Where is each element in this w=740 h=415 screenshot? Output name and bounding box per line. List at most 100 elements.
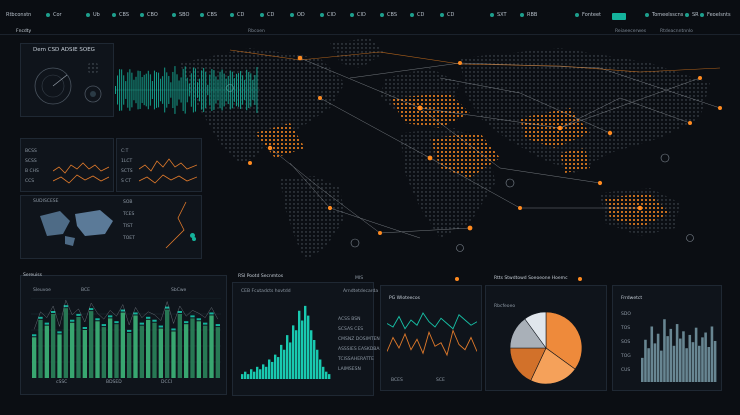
top-nav-item[interactable]: Ub	[86, 12, 100, 18]
top-nav-item[interactable]: SXT	[490, 12, 507, 18]
waveform-bar	[153, 70, 155, 110]
row-label: ASSSIES EASKDBAIN	[338, 347, 385, 352]
waveform-bar	[248, 72, 250, 108]
top-nav-item[interactable]: CBS	[112, 12, 129, 18]
row-label: TCISSAHERATTE	[338, 357, 374, 362]
row-label: S CT	[121, 179, 132, 184]
bar	[685, 348, 688, 382]
top-nav-item[interactable]: CBS	[380, 12, 397, 18]
top-nav-item[interactable]: Cor	[46, 12, 62, 18]
top-nav-item[interactable]: CD	[410, 12, 424, 18]
top-nav-item[interactable]: CD	[440, 12, 454, 18]
waveform-bar	[115, 86, 116, 94]
waveform-bar	[254, 75, 256, 105]
bar	[177, 314, 182, 378]
panel2-histogram	[241, 305, 331, 379]
top-nav-item[interactable]: CD	[260, 12, 274, 18]
status-dot	[190, 233, 195, 238]
nav-dot-icon	[575, 12, 579, 17]
top-nav-item[interactable]: RBB	[520, 12, 537, 18]
active-indicator[interactable]	[612, 13, 626, 20]
row-label: SOS	[621, 340, 631, 345]
top-nav-item[interactable]: Feoelsnts	[700, 12, 731, 18]
waveform-bar	[123, 75, 125, 105]
panel1-legend-3: SbCwe	[171, 288, 187, 293]
bar-cap	[57, 331, 62, 334]
nav-dot-icon	[140, 12, 144, 17]
waveform-bar	[203, 67, 205, 113]
histogram-bar	[310, 330, 313, 379]
bar	[51, 314, 56, 378]
nav-dot-icon	[380, 12, 384, 17]
bar-cap	[133, 312, 138, 315]
waveform-bar	[229, 70, 231, 110]
waveform-bar	[207, 84, 209, 96]
bar-cap	[120, 309, 125, 312]
histogram-bar	[247, 374, 250, 379]
panel5-bar-chart	[641, 319, 717, 382]
top-nav-item[interactable]: SR	[685, 12, 699, 18]
bar	[184, 324, 189, 378]
sub-item-3[interactable]: Rtdeacnntnnlo	[660, 29, 693, 34]
bar	[694, 327, 698, 382]
nav-dot-icon	[86, 12, 90, 17]
bar-cap	[215, 324, 220, 327]
row-label: TIST	[123, 224, 133, 229]
mini-panel-a: BCSS SCSS B CHS CCS	[20, 138, 114, 192]
sub-left-label[interactable]: Fncdty	[16, 29, 32, 34]
top-nav-label: Tomeelsscns	[652, 12, 684, 18]
waveform-bar	[233, 78, 235, 102]
top-nav-label: CD	[417, 12, 425, 18]
bar-cap	[51, 311, 56, 313]
bar	[666, 336, 669, 382]
top-bar: Rtbconstn Cor Ub CBS CBO SBO CBS CD CD OD CID CID C…	[0, 0, 740, 35]
bar	[139, 325, 144, 378]
nav-dot-icon	[320, 12, 324, 17]
top-nav-item[interactable]: OD	[290, 12, 305, 18]
sub-item-2[interactable]: Reiaeecerwes	[615, 29, 647, 34]
waveform-bar	[125, 81, 127, 99]
bottom-panel-1: Sereuiss Sleuvoe BCE SbCwe cSSC BDSED DC…	[20, 273, 227, 395]
row-label: CMSNZ DOSIMTEN	[338, 337, 380, 342]
bar-cap	[177, 311, 182, 313]
top-nav-label: Feoelsnts	[707, 12, 731, 18]
panel3-title: PG Wloteecos	[389, 296, 420, 301]
bar-cap	[82, 327, 87, 329]
waveform-bar	[223, 73, 225, 107]
top-nav-item[interactable]: Tomeelsscns	[645, 12, 683, 18]
top-nav-item[interactable]: CBS	[200, 12, 217, 18]
row-label: ACSS BSN	[338, 317, 361, 322]
bar-cap	[152, 319, 157, 322]
trend-line	[229, 49, 721, 73]
top-nav-label: CD	[267, 12, 275, 18]
bar-cap	[70, 319, 75, 322]
bar-cap	[114, 321, 119, 324]
bar-cap	[108, 315, 113, 318]
top-nav-item[interactable]: CBO	[140, 12, 158, 18]
bar	[704, 332, 707, 382]
panel1-footer-3: DCCI	[161, 380, 173, 385]
panel2-title: RSI Pootd Secnmtos	[238, 274, 284, 279]
bottom-panel-4: Rtts Stwdtowd Soeoeone Hoemc Rbcfeoeo	[485, 276, 607, 391]
histogram-bar	[277, 357, 280, 379]
waveform-bar	[256, 67, 258, 113]
top-nav-item[interactable]: CD	[230, 12, 244, 18]
line-series	[387, 329, 477, 357]
top-nav-item[interactable]: CID	[350, 12, 366, 18]
top-nav-item[interactable]: SBO	[172, 12, 189, 18]
waveform-bar	[160, 78, 162, 102]
bar	[165, 309, 170, 378]
bar	[127, 332, 132, 378]
bar	[152, 322, 157, 378]
waveform-bar	[176, 74, 178, 106]
panel4-title: Rtts Stwdtowd Soeoeone Hoemc	[494, 276, 568, 281]
waveform-bar	[143, 74, 145, 106]
top-nav-item[interactable]: Fonteet	[575, 12, 601, 18]
row-label: CCS	[25, 179, 35, 184]
top-nav-item[interactable]: CID	[320, 12, 336, 18]
waveform-bar	[231, 71, 233, 109]
nav-dot-icon	[645, 12, 649, 17]
waveform-bar	[240, 71, 242, 109]
sub-item-1[interactable]: Rbcoen	[248, 29, 265, 34]
waveform-bar	[217, 80, 219, 100]
